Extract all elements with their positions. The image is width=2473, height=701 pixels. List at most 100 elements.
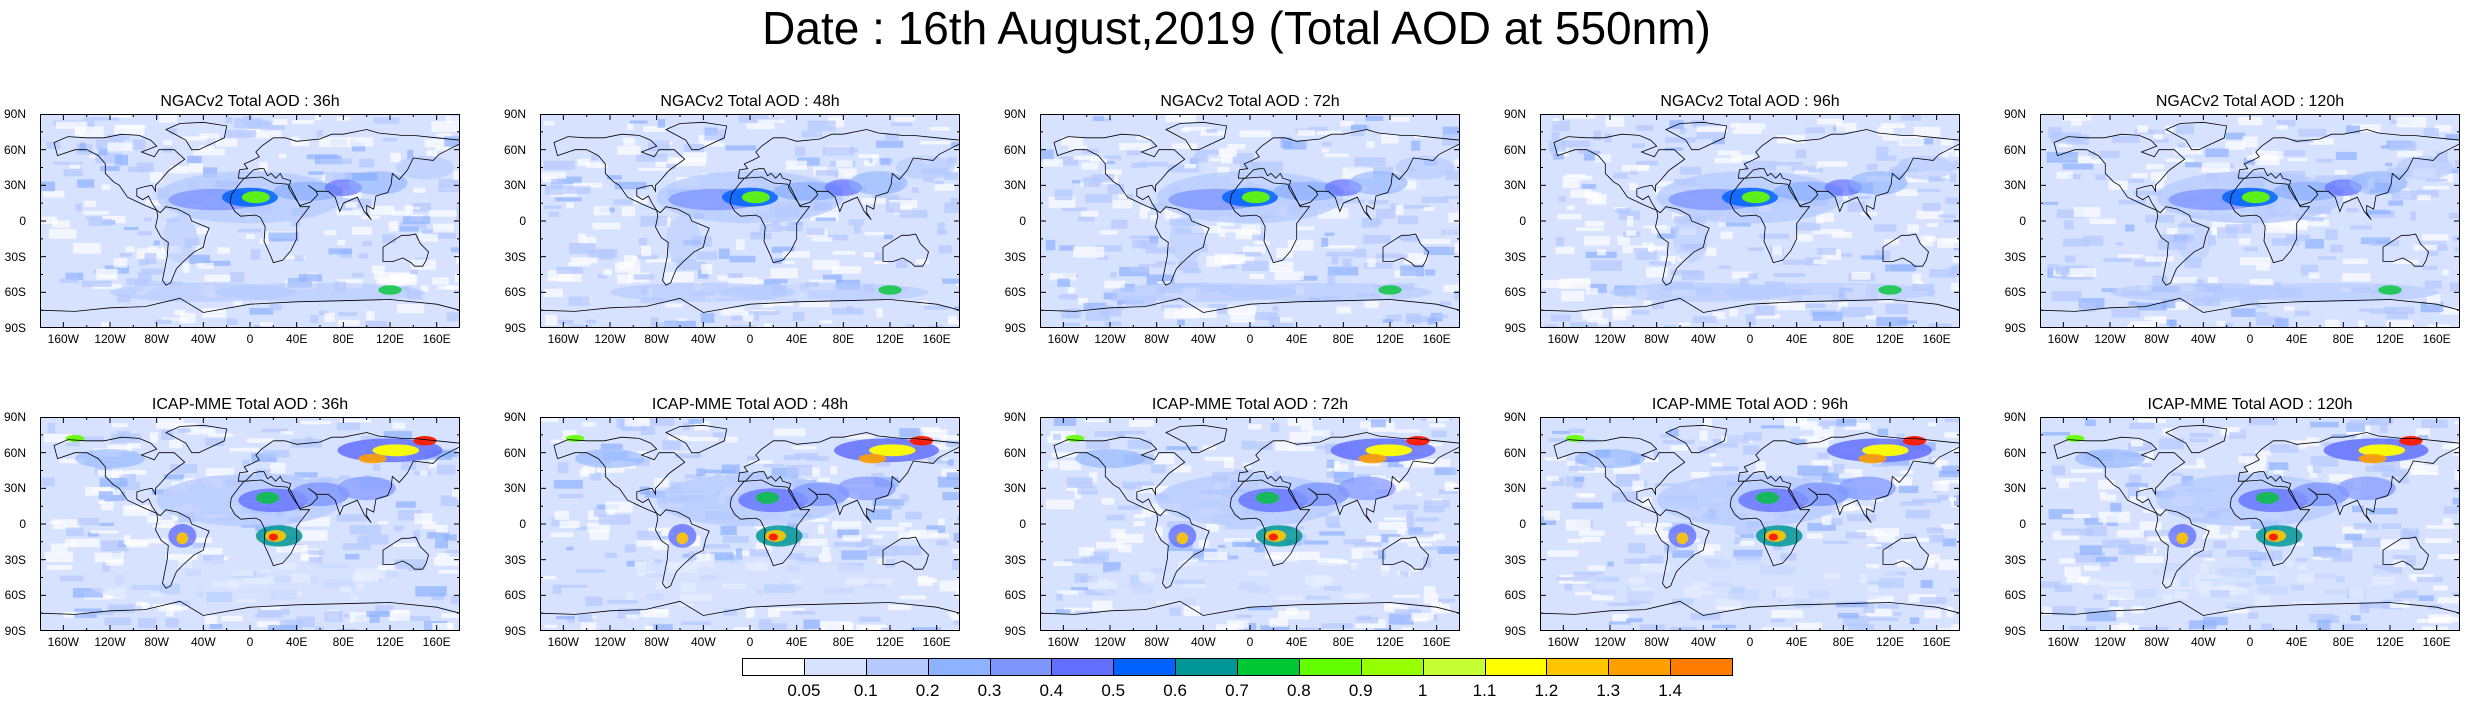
aod-cell	[2346, 208, 2359, 213]
aod-plume	[1169, 215, 1205, 263]
aod-cell	[2147, 531, 2174, 542]
aod-cell	[696, 468, 706, 477]
aod-cell	[1937, 238, 1960, 249]
aod-plume	[718, 282, 929, 302]
map-panel: ICAP-MME Total AOD : 72h 90N 60N 30N 0 30S 60S…	[1000, 395, 1500, 649]
aod-cell	[2128, 301, 2138, 306]
aod-cell	[1129, 235, 1160, 239]
aod-cell	[2294, 310, 2311, 316]
aod-plume	[849, 171, 908, 195]
aod-cell	[680, 621, 712, 626]
aod-cell	[1124, 485, 1143, 490]
aod-cell	[1755, 461, 1766, 471]
aod-cell	[1375, 253, 1408, 259]
aod-cell	[582, 422, 596, 427]
aod-cell	[1295, 551, 1320, 561]
aod-cell	[2341, 273, 2371, 282]
aod-cell	[2205, 148, 2229, 158]
aod-cell	[1697, 544, 1721, 551]
aod-cell	[1819, 420, 1839, 426]
aod-cell	[343, 613, 352, 618]
aod-cell	[1920, 235, 1934, 246]
coastline-australia	[1382, 233, 1429, 267]
lon-label: 120W	[1094, 332, 1126, 346]
aod-cell	[1203, 551, 1228, 561]
aod-cell	[1350, 124, 1367, 130]
aod-cell	[1824, 433, 1834, 441]
aod-cell	[682, 553, 691, 558]
coastline-south-america	[2155, 206, 2210, 286]
coastline-north-america	[1053, 133, 1186, 212]
aod-cell	[2331, 434, 2357, 438]
aod-cell	[1138, 264, 1163, 268]
aod-cell	[1575, 493, 1594, 497]
aod-cell	[272, 119, 288, 126]
aod-cell	[842, 535, 862, 541]
aod-cell	[2334, 174, 2366, 181]
colorbar-swatch	[1298, 658, 1362, 676]
aod-cell	[72, 588, 103, 598]
aod-cell	[1439, 301, 1452, 306]
aod-cell	[905, 511, 922, 520]
aod-cell	[392, 422, 406, 429]
aod-cell	[735, 548, 743, 560]
aod-cell	[1790, 438, 1806, 444]
aod-cell	[2400, 528, 2418, 538]
aod-cell	[634, 561, 647, 571]
aod-plume	[895, 155, 955, 180]
aod-cell	[874, 252, 882, 261]
aod-cell	[349, 611, 370, 623]
aod-cell	[1748, 273, 1758, 280]
aod-cell	[402, 216, 431, 224]
aod-cell	[1397, 529, 1406, 536]
lat-label: 60N	[1503, 142, 1526, 157]
aod-cell	[643, 126, 667, 132]
aod-cell	[246, 438, 274, 443]
aod-cell	[1272, 305, 1279, 312]
aod-cell	[1574, 476, 1585, 483]
aod-cell	[81, 280, 112, 287]
aod-cell	[1135, 485, 1168, 494]
aod-cell	[1559, 148, 1569, 157]
aod-cell	[2193, 550, 2213, 558]
aod-cell	[102, 216, 126, 224]
aod-cell	[399, 226, 419, 232]
aod-cell	[827, 116, 845, 128]
aod-cell	[758, 619, 772, 625]
aod-cell	[917, 577, 934, 586]
aod-cell	[2418, 595, 2435, 601]
aod-cell	[124, 226, 139, 231]
aod-cell	[172, 515, 183, 521]
aod-cell	[203, 167, 218, 178]
lon-label: 0	[746, 332, 754, 346]
aod-cell	[650, 317, 659, 328]
aod-cell	[1566, 205, 1575, 211]
lon-label: 40E	[2285, 635, 2308, 649]
lon-labels: 160W 120W 80W 40W 0 40E 80E 120E 160E	[1040, 635, 1460, 651]
coastline-south-america	[2155, 509, 2210, 589]
aod-cell	[2388, 200, 2404, 206]
aod-cell	[640, 608, 669, 618]
aod-cell	[2203, 558, 2216, 563]
aod-cell	[1562, 140, 1591, 148]
aod-cell	[196, 227, 210, 235]
aod-cell	[1142, 509, 1152, 518]
lat-label: 90S	[4, 624, 26, 638]
aod-cell	[345, 553, 360, 560]
aod-cell	[1711, 462, 1723, 470]
aod-cell	[788, 552, 805, 560]
aod-cell	[413, 530, 420, 540]
aod-cell	[1739, 277, 1749, 287]
aod-cell	[1558, 278, 1591, 289]
aod-cell	[413, 187, 426, 193]
aod-cell	[85, 216, 103, 220]
aod-cell	[2093, 594, 2103, 600]
aod-cell	[1805, 300, 1826, 309]
colorbar-label: 1.3	[1596, 681, 1621, 700]
aod-cell	[205, 260, 231, 266]
aod-cell	[1802, 473, 1834, 481]
coastline-australia	[1882, 233, 1929, 267]
colorbar-swatch	[1546, 658, 1610, 676]
aod-cell	[2454, 469, 2460, 480]
aod-cell	[712, 432, 724, 438]
